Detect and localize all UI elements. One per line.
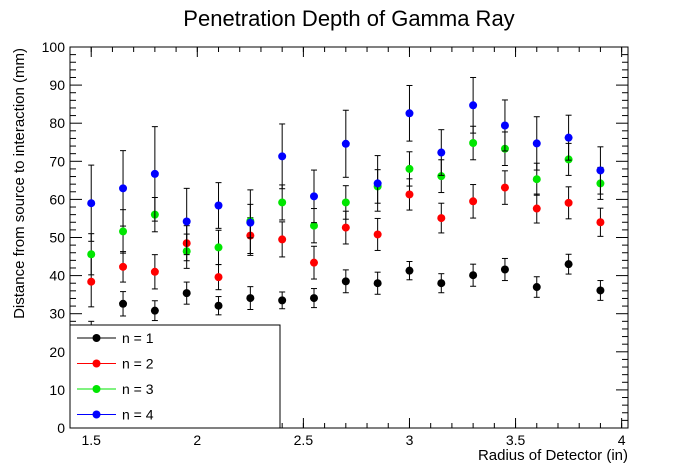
x-axis-label: Radius of Detector (in): [478, 447, 628, 464]
data-point: [596, 286, 605, 295]
legend-marker: [92, 410, 101, 419]
data-point: [341, 277, 350, 286]
data-point: [214, 273, 223, 282]
y-tick-label: 30: [49, 306, 65, 322]
data-point: [341, 139, 350, 148]
data-point: [150, 267, 159, 276]
x-tick-label: 2: [193, 432, 201, 448]
data-point: [182, 217, 191, 226]
data-point: [87, 277, 96, 286]
data-point: [437, 172, 446, 181]
data-point: [500, 183, 509, 192]
data-point: [341, 198, 350, 207]
y-tick-label: 80: [49, 115, 65, 131]
y-tick-label: 60: [49, 191, 65, 207]
data-point: [182, 289, 191, 298]
data-point: [119, 227, 128, 236]
data-point: [309, 258, 318, 267]
data-point: [278, 152, 287, 161]
data-point: [246, 294, 255, 303]
data-point: [150, 306, 159, 315]
data-point: [246, 218, 255, 227]
data-point: [469, 197, 478, 206]
data-point: [119, 184, 128, 193]
x-tick-label: 3: [406, 432, 414, 448]
data-point: [532, 204, 541, 213]
data-point: [405, 190, 414, 199]
data-point: [150, 169, 159, 178]
y-axis-label: Distance from source to interaction (mm): [11, 48, 28, 319]
data-point: [437, 214, 446, 223]
chart-title: Penetration Depth of Gamma Ray: [183, 6, 514, 31]
legend-label: n = 4: [122, 407, 154, 423]
data-point: [309, 192, 318, 201]
data-point: [119, 262, 128, 271]
legend-marker: [92, 359, 101, 368]
legend-label: n = 2: [122, 356, 154, 372]
data-point: [564, 198, 573, 207]
data-point: [532, 283, 541, 292]
legend-label: n = 3: [122, 381, 154, 397]
data-point: [469, 271, 478, 280]
data-point: [564, 133, 573, 142]
data-point: [119, 299, 128, 308]
data-point: [309, 294, 318, 303]
x-tick-label: 1.5: [81, 432, 101, 448]
data-point: [405, 266, 414, 275]
x-tick-label: 3.5: [506, 432, 526, 448]
data-point: [437, 279, 446, 288]
data-point: [278, 198, 287, 207]
data-point: [214, 243, 223, 252]
x-tick-label: 4: [618, 432, 626, 448]
data-point: [437, 148, 446, 157]
data-point: [373, 230, 382, 239]
y-tick-label: 40: [49, 268, 65, 284]
series-4: [87, 76, 605, 256]
data-point: [405, 164, 414, 173]
data-point: [87, 199, 96, 208]
data-point: [564, 260, 573, 269]
legend-box: [69, 324, 281, 429]
y-tick-label: 50: [49, 230, 65, 246]
data-point: [596, 166, 605, 175]
x-tick-label: 2.5: [294, 432, 314, 448]
y-tick-label: 100: [42, 39, 66, 55]
data-point: [278, 296, 287, 305]
data-point: [532, 175, 541, 184]
data-point: [341, 223, 350, 232]
y-tick-label: 10: [49, 382, 65, 398]
y-tick-label: 20: [49, 344, 65, 360]
data-point: [532, 139, 541, 148]
legend-label: n = 1: [122, 330, 154, 346]
data-point: [469, 139, 478, 148]
legend-marker: [92, 385, 101, 393]
data-point: [214, 201, 223, 210]
y-tick-label: 90: [49, 77, 65, 93]
legend: n = 1 n = 2 n = 3 n = 4: [69, 324, 281, 429]
data-point: [405, 109, 414, 118]
data-point: [500, 121, 509, 130]
data-point: [278, 235, 287, 244]
data-point: [373, 279, 382, 288]
data-point: [500, 265, 509, 274]
data-point: [214, 301, 223, 310]
legend-marker: [92, 334, 101, 342]
data-point: [596, 218, 605, 227]
data-point: [309, 221, 318, 230]
data-point: [87, 250, 96, 259]
series-1: [87, 253, 605, 360]
y-tick-label: 70: [49, 153, 65, 169]
data-marks: [87, 76, 605, 360]
data-point: [469, 101, 478, 110]
y-tick-label: 0: [57, 420, 65, 436]
data-point: [373, 179, 382, 188]
